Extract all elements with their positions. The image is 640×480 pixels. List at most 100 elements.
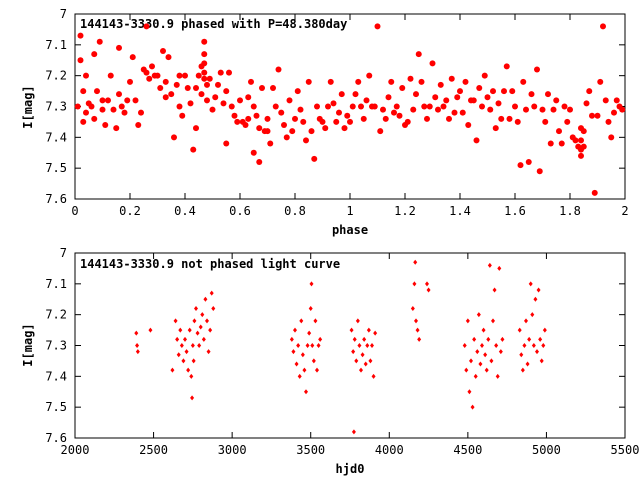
- top-y-axis-title: I[mag]: [21, 85, 35, 128]
- top-data-point: [272, 103, 279, 110]
- top-data-point: [352, 91, 359, 98]
- bottom-data-point: [296, 343, 301, 348]
- bottom-data-point: [517, 327, 522, 333]
- bottom-data-point: [410, 306, 415, 311]
- top-data-point: [377, 128, 384, 135]
- top-x-tick-label: 1.4: [449, 204, 471, 218]
- bottom-data-point: [318, 336, 323, 342]
- top-data-point: [184, 85, 191, 91]
- bottom-data-point: [294, 361, 299, 367]
- top-data-point: [325, 103, 331, 110]
- top-data-point: [289, 128, 296, 135]
- bottom-data-point: [178, 327, 183, 333]
- bottom-data-point: [522, 343, 527, 348]
- top-data-point: [520, 78, 527, 85]
- top-data-point: [561, 103, 568, 110]
- top-data-point: [418, 78, 425, 85]
- bottom-data-point: [198, 324, 203, 330]
- bottom-data-point: [209, 290, 214, 296]
- top-data-point: [465, 122, 472, 128]
- bottom-data-point: [354, 358, 359, 364]
- bottom-x-axis-title: hjd0: [336, 462, 365, 476]
- top-y-tick-label: 7.2: [45, 69, 67, 83]
- bottom-data-point: [211, 306, 216, 311]
- top-data-point: [341, 125, 348, 132]
- bottom-data-points: [134, 259, 547, 435]
- top-x-axis-title: phase: [332, 223, 368, 237]
- top-data-point: [498, 115, 505, 122]
- bottom-data-point: [366, 327, 371, 333]
- top-data-point: [237, 97, 243, 104]
- bottom-data-point: [206, 349, 211, 355]
- top-data-point: [492, 125, 499, 132]
- bottom-data-point: [413, 259, 418, 265]
- top-data-point: [124, 97, 131, 104]
- top-data-point: [80, 118, 87, 125]
- bottom-data-point: [489, 358, 494, 364]
- top-data-point: [429, 60, 436, 67]
- top-data-point: [176, 103, 183, 110]
- top-data-point: [250, 103, 257, 110]
- top-data-point: [102, 122, 109, 128]
- bottom-y-axis-title: I[mag]: [21, 323, 35, 366]
- bottom-x-tick-label: 5500: [611, 443, 640, 457]
- top-data-point: [556, 128, 562, 135]
- top-data-point: [201, 51, 208, 58]
- top-data-point: [308, 128, 315, 135]
- top-data-point: [336, 109, 342, 116]
- top-data-point: [330, 100, 337, 107]
- top-data-point: [501, 88, 507, 95]
- top-data-point: [454, 94, 461, 101]
- top-data-point: [187, 100, 194, 107]
- bottom-panel: 144143-3330.9 not phased light curve hjd…: [21, 246, 639, 476]
- top-data-point: [426, 103, 433, 110]
- top-data-point: [366, 72, 373, 79]
- bottom-data-point: [484, 367, 489, 373]
- bottom-x-tick-label: 4000: [375, 443, 404, 457]
- top-data-point: [393, 103, 400, 110]
- top-data-point: [146, 75, 153, 82]
- top-data-point: [165, 54, 172, 61]
- top-data-point: [380, 106, 386, 113]
- bottom-data-point: [465, 318, 470, 324]
- bottom-data-point: [175, 336, 180, 342]
- top-data-point: [451, 109, 458, 116]
- top-data-point: [105, 97, 111, 104]
- bottom-data-point: [360, 352, 365, 358]
- top-x-tick-label: 1.6: [504, 204, 526, 218]
- top-data-point: [322, 125, 329, 132]
- top-data-point: [435, 106, 441, 113]
- top-data-point: [597, 78, 604, 85]
- top-data-point: [190, 146, 197, 153]
- bottom-data-point: [536, 287, 541, 293]
- bottom-data-point: [491, 318, 495, 324]
- top-data-point: [591, 189, 598, 196]
- bottom-data-point: [289, 336, 294, 342]
- bottom-data-point: [134, 330, 139, 336]
- top-data-point: [116, 91, 122, 98]
- bottom-axis-ticks: 2000 2500 3000 3500 4000 4500 5000 5500 7 7.1 7.2 7…: [45, 246, 639, 457]
- top-data-point: [138, 109, 144, 116]
- bottom-data-point: [189, 373, 194, 379]
- top-data-point: [226, 69, 232, 76]
- bottom-data-point: [313, 318, 318, 324]
- top-data-point: [523, 106, 529, 113]
- bottom-data-point: [299, 318, 304, 324]
- bottom-data-point: [300, 352, 305, 358]
- top-data-point: [413, 91, 419, 98]
- top-data-point: [344, 112, 351, 119]
- top-data-point: [99, 97, 106, 104]
- top-data-point: [470, 97, 477, 104]
- bottom-data-point: [533, 296, 538, 302]
- top-data-point: [506, 115, 513, 122]
- top-data-point: [220, 100, 227, 107]
- top-axis-ticks: 0 0.2 0.4 0.6 0.8 1 1.2 1.4 1.6 1.8 2 7 7.1 7.2 7.3 7.4…: [45, 7, 628, 218]
- top-x-tick-label: 1.8: [559, 204, 581, 218]
- bottom-x-tick-label: 3500: [296, 443, 325, 457]
- top-data-point: [385, 94, 392, 101]
- top-data-point: [404, 118, 411, 125]
- top-data-points: [74, 23, 626, 196]
- top-data-point: [292, 115, 298, 122]
- top-data-point: [503, 63, 510, 70]
- top-data-point: [160, 48, 166, 54]
